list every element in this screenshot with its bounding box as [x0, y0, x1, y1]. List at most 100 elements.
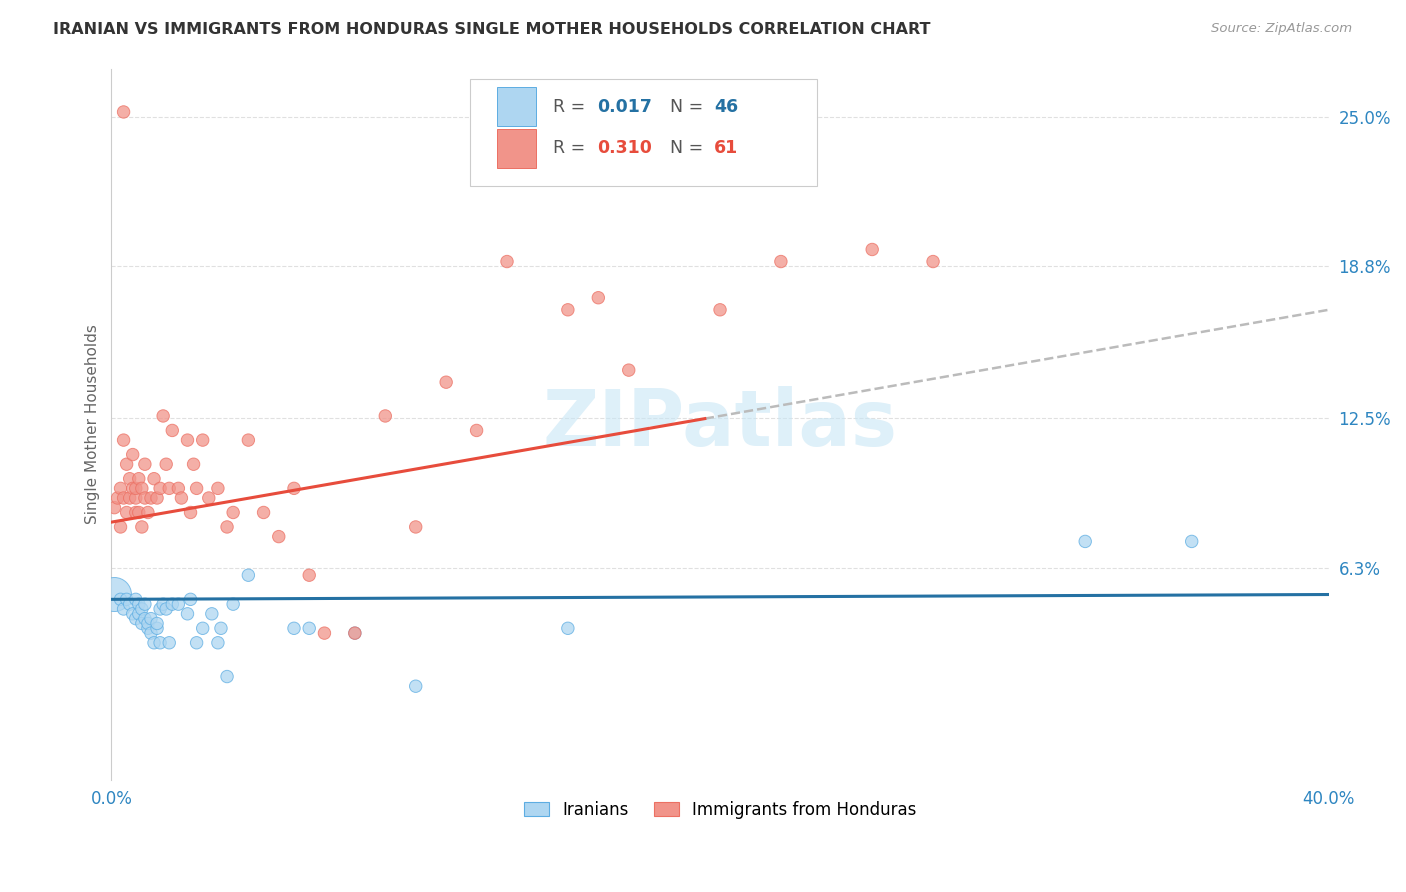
Point: [155, 457, 177, 471]
Point: [118, 491, 141, 505]
Point: [128, 506, 150, 520]
Point: [112, 602, 135, 616]
Point: [267, 530, 290, 544]
Point: [110, 520, 132, 534]
Text: R =: R =: [554, 97, 591, 116]
Point: [405, 679, 427, 693]
Point: [136, 621, 159, 635]
Legend: Iranians, Immigrants from Honduras: Iranians, Immigrants from Honduras: [517, 794, 922, 825]
Point: [769, 254, 792, 268]
Point: [183, 457, 205, 471]
Point: [298, 621, 321, 635]
Point: [139, 612, 162, 626]
Text: 61: 61: [714, 139, 738, 157]
Point: [167, 597, 190, 611]
Point: [201, 607, 224, 621]
Point: [434, 375, 457, 389]
Text: 46: 46: [714, 97, 738, 116]
Point: [107, 491, 129, 505]
Point: [103, 500, 125, 515]
FancyBboxPatch shape: [498, 128, 536, 168]
Point: [125, 612, 148, 626]
Point: [557, 621, 579, 635]
Point: [176, 607, 198, 621]
Point: [136, 506, 159, 520]
Point: [134, 457, 156, 471]
Point: [343, 626, 366, 640]
Point: [922, 254, 945, 268]
Text: N =: N =: [671, 97, 709, 116]
Point: [197, 491, 219, 505]
Point: [121, 481, 143, 495]
Point: [1074, 534, 1097, 549]
Point: [118, 472, 141, 486]
Point: [374, 409, 396, 423]
Point: [139, 626, 162, 640]
FancyBboxPatch shape: [498, 87, 536, 126]
Point: [238, 433, 260, 447]
Point: [860, 243, 883, 257]
Point: [118, 597, 141, 611]
Point: [125, 592, 148, 607]
Point: [298, 568, 321, 582]
Point: [162, 424, 184, 438]
Point: [134, 612, 156, 626]
Point: [112, 105, 135, 120]
Point: [110, 481, 132, 495]
Point: [343, 626, 366, 640]
Text: N =: N =: [671, 139, 709, 157]
Point: [1181, 534, 1204, 549]
Point: [207, 636, 229, 650]
Point: [617, 363, 640, 377]
Point: [176, 433, 198, 447]
Point: [152, 409, 174, 423]
Point: [222, 597, 245, 611]
Point: [115, 592, 138, 607]
Point: [162, 597, 184, 611]
Point: [152, 597, 174, 611]
Point: [209, 621, 232, 635]
Point: [146, 616, 169, 631]
Point: [215, 669, 238, 683]
Point: [131, 616, 153, 631]
Text: R =: R =: [554, 139, 591, 157]
Point: [149, 636, 172, 650]
Point: [112, 433, 135, 447]
Point: [125, 481, 148, 495]
Point: [157, 636, 180, 650]
Point: [496, 254, 519, 268]
Point: [588, 291, 610, 305]
Text: 0.310: 0.310: [598, 139, 652, 157]
Point: [112, 491, 135, 505]
Point: [134, 491, 156, 505]
Point: [215, 520, 238, 534]
Point: [121, 607, 143, 621]
FancyBboxPatch shape: [471, 79, 817, 186]
Point: [131, 520, 153, 534]
Point: [128, 607, 150, 621]
Point: [180, 506, 202, 520]
Point: [238, 568, 260, 582]
Point: [110, 592, 132, 607]
Point: [191, 621, 214, 635]
Point: [125, 491, 148, 505]
Point: [283, 621, 305, 635]
Point: [131, 602, 153, 616]
Point: [170, 491, 193, 505]
Point: [149, 481, 172, 495]
Y-axis label: Single Mother Households: Single Mother Households: [86, 325, 100, 524]
Point: [134, 597, 156, 611]
Point: [314, 626, 336, 640]
Text: IRANIAN VS IMMIGRANTS FROM HONDURAS SINGLE MOTHER HOUSEHOLDS CORRELATION CHART: IRANIAN VS IMMIGRANTS FROM HONDURAS SING…: [53, 22, 931, 37]
Point: [115, 457, 138, 471]
Point: [186, 636, 208, 650]
Point: [146, 621, 169, 635]
Point: [103, 587, 125, 601]
Point: [121, 448, 143, 462]
Point: [143, 636, 166, 650]
Point: [709, 302, 731, 317]
Point: [146, 491, 169, 505]
Point: [128, 597, 150, 611]
Point: [222, 506, 245, 520]
Point: [557, 302, 579, 317]
